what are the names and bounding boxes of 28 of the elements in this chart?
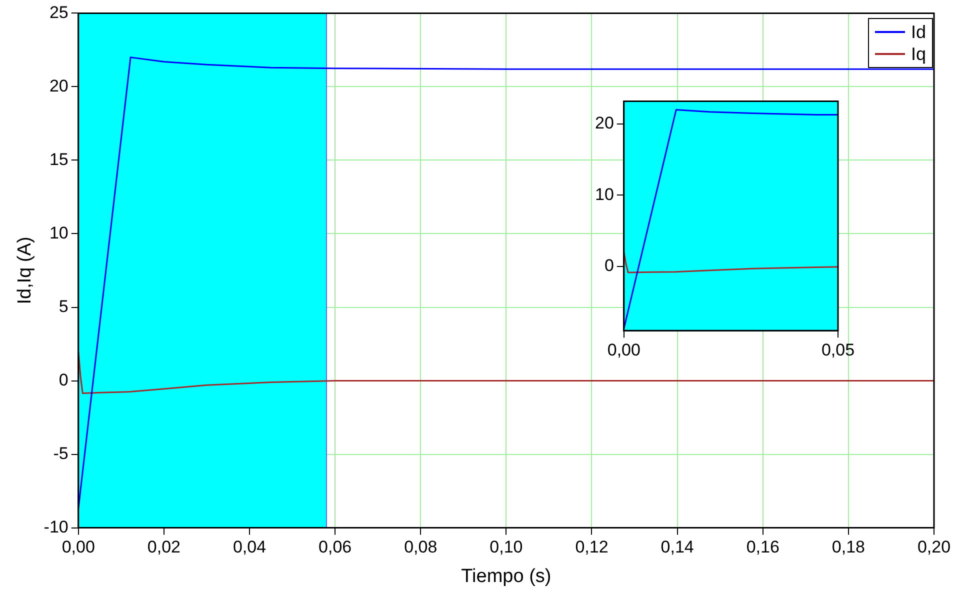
x-tick-label: 0,14 <box>660 538 694 557</box>
y-tick-label: 20 <box>594 114 614 133</box>
x-tick-label: 0,00 <box>62 538 95 557</box>
y-tick-label: 10 <box>594 184 614 204</box>
x-tick-label: 0,02 <box>147 538 180 557</box>
x-tick-label: 0,00 <box>607 340 640 360</box>
y-tick-label: -5 <box>53 444 68 463</box>
x-tick-label: 0,04 <box>232 538 266 557</box>
y-axis-title: Id,Iq (A) <box>14 236 36 304</box>
legend-label: Id <box>910 21 926 43</box>
x-axis-title: Tiempo (s) <box>461 566 552 587</box>
x-tick-label: 0,08 <box>404 538 438 557</box>
y-tick-label: 25 <box>49 2 68 22</box>
x-tick-label: 0,05 <box>821 340 855 360</box>
x-tick-label: 0,16 <box>746 538 780 557</box>
y-tick-label: 0 <box>604 256 614 276</box>
x-tick-label: 0,18 <box>832 538 865 557</box>
x-tick-label: 0,10 <box>490 538 523 557</box>
y-tick-label: 15 <box>49 150 68 169</box>
y-tick-label: -10 <box>44 517 68 536</box>
y-tick-label: 5 <box>58 296 68 316</box>
x-tick-label: 0,06 <box>318 538 352 557</box>
y-tick-label: 10 <box>49 223 68 242</box>
y-tick-label: 0 <box>58 370 68 390</box>
y-tick-label: 20 <box>49 76 68 96</box>
x-tick-label: 0,12 <box>575 538 608 557</box>
legend-label: Iq <box>910 43 926 65</box>
x-tick-label: 0,20 <box>917 538 951 557</box>
